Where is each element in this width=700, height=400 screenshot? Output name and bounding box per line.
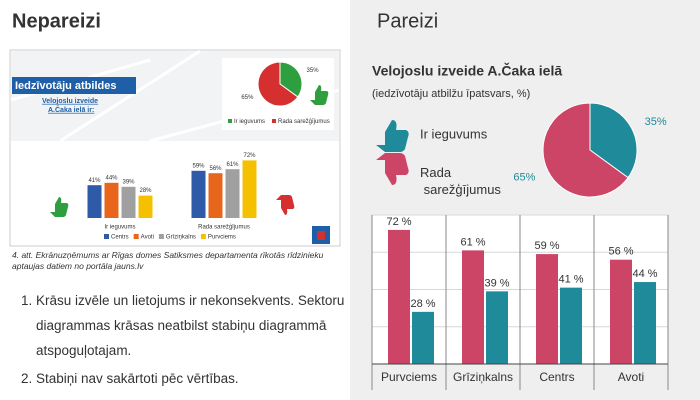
legend-swatch bbox=[158, 234, 164, 239]
bar-label: 56% bbox=[209, 166, 222, 172]
note: Stabiņi nav sakārtoti pēc vērtības. bbox=[36, 366, 361, 391]
bar-label: 44% bbox=[105, 175, 118, 181]
left-heading: Nepareizi bbox=[12, 10, 101, 32]
x-tick-label: Purvciems bbox=[381, 370, 437, 384]
bar-label: 61 % bbox=[460, 236, 485, 248]
bar-label: 28% bbox=[139, 188, 152, 194]
bar-label: 72% bbox=[243, 153, 256, 159]
group-label: Ir ieguvums bbox=[104, 225, 135, 231]
slice-label: 65% bbox=[513, 172, 535, 184]
legend-label: Ir ieguvums bbox=[420, 126, 488, 141]
legend-label: Purvciems bbox=[208, 235, 236, 241]
bar bbox=[486, 291, 508, 364]
bar-label: 59% bbox=[192, 163, 205, 169]
legend-swatch bbox=[104, 234, 109, 239]
x-tick-label: Centrs bbox=[539, 370, 574, 384]
notes: Krāsu izvēle un lietojums ir nekonsekven… bbox=[14, 288, 361, 394]
bar bbox=[560, 287, 582, 364]
figure-subtitle: Velojoslu izveide bbox=[42, 98, 98, 105]
bar-label: 44 % bbox=[632, 268, 657, 280]
pie-slice bbox=[542, 102, 629, 198]
bar bbox=[208, 173, 223, 218]
bar bbox=[536, 254, 558, 364]
thumb-down-icon bbox=[376, 153, 409, 185]
bar bbox=[462, 250, 484, 364]
legend-label: Centrs bbox=[111, 235, 129, 241]
bar bbox=[104, 182, 119, 218]
bar-label: 61% bbox=[226, 162, 239, 168]
bar bbox=[191, 170, 206, 218]
bar-label: 39% bbox=[122, 179, 135, 185]
bar bbox=[121, 186, 136, 218]
legend-label: Rada sarežģījumus bbox=[420, 165, 501, 197]
legend-label: Ir ieguvums bbox=[234, 119, 265, 125]
bar-label: 56 % bbox=[608, 246, 633, 258]
chart-title: Velojoslu izveide A.Čaka ielā bbox=[372, 62, 562, 79]
legend-swatch bbox=[133, 234, 139, 239]
bar-label: 41% bbox=[88, 178, 101, 184]
thumb-down-icon bbox=[276, 195, 295, 215]
bar bbox=[87, 185, 102, 218]
bar bbox=[610, 259, 632, 364]
bar bbox=[138, 195, 153, 218]
x-tick-label: Avoti bbox=[618, 370, 644, 384]
legend-label: Rada sarežģījumus bbox=[278, 118, 330, 125]
bar bbox=[242, 160, 257, 218]
thumb-up-icon bbox=[310, 85, 329, 105]
group-label: Rada sarežģījumus bbox=[198, 224, 250, 231]
pie-slice bbox=[589, 102, 638, 179]
bar-label: 28 % bbox=[410, 298, 435, 310]
bar-label: 41 % bbox=[558, 274, 583, 286]
figure-subtitle: A.Čaka ielā ir: bbox=[48, 105, 94, 114]
thumb-up-icon bbox=[376, 120, 409, 152]
x-tick-label: Grīziņkalns bbox=[453, 370, 513, 384]
pie-slice bbox=[279, 61, 303, 98]
legend-swatch bbox=[200, 234, 206, 239]
legend-label: Avoti bbox=[141, 235, 154, 241]
bar bbox=[412, 311, 434, 364]
bar-label: 59 % bbox=[534, 240, 559, 252]
legend-label: Grīziņkalns bbox=[166, 235, 196, 241]
bar-label: 39 % bbox=[484, 277, 509, 289]
bar bbox=[634, 282, 656, 364]
figure-title: Iedzīvotāju atbildes bbox=[15, 80, 116, 92]
pie-slice bbox=[257, 61, 299, 107]
figure-caption: 4. att. Ekrānuzņēmums ar Rīgas domes Sat… bbox=[12, 250, 324, 271]
right-heading: Pareizi bbox=[377, 10, 438, 32]
legend-swatch bbox=[272, 119, 276, 123]
logo bbox=[317, 231, 325, 240]
figure-title-bg bbox=[12, 77, 136, 94]
slice-label: 35% bbox=[307, 68, 320, 74]
bar bbox=[388, 229, 410, 364]
bar bbox=[225, 169, 240, 218]
legend-swatch bbox=[228, 119, 232, 123]
bar-label: 72 % bbox=[386, 216, 411, 228]
thumb-up-icon bbox=[50, 197, 69, 217]
slice-label: 65% bbox=[241, 95, 254, 101]
slice-label: 35% bbox=[645, 116, 667, 128]
chart-subtitle: (iedzīvotāju atbilžu īpatsvars, %) bbox=[372, 88, 530, 100]
note: Krāsu izvēle un lietojums ir nekonsekven… bbox=[36, 288, 361, 363]
